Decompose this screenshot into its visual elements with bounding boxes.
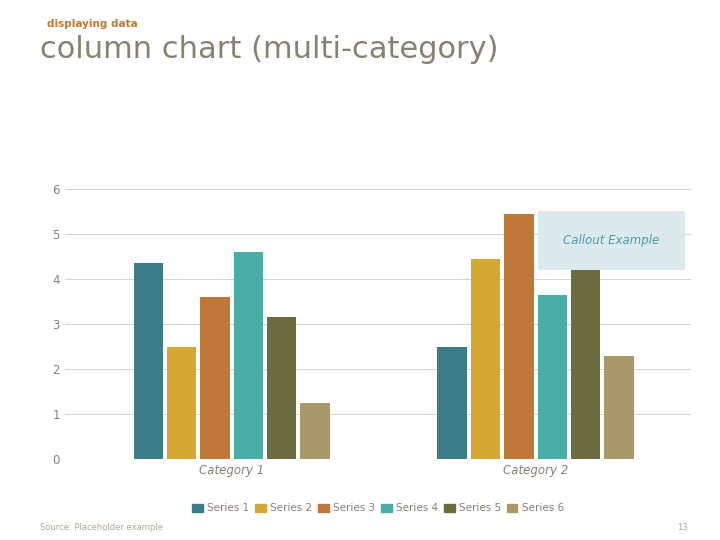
Bar: [471, 259, 500, 459]
Bar: [267, 317, 297, 459]
Bar: [571, 252, 600, 459]
Bar: [438, 347, 467, 459]
Bar: [604, 355, 634, 459]
Text: Callout Example: Callout Example: [563, 234, 660, 247]
Bar: [300, 403, 330, 459]
Text: column chart (multi-category): column chart (multi-category): [40, 35, 498, 64]
Bar: [200, 297, 230, 459]
FancyBboxPatch shape: [538, 211, 685, 270]
Bar: [538, 295, 567, 459]
Bar: [167, 347, 197, 459]
Text: displaying data: displaying data: [47, 19, 138, 29]
Bar: [233, 252, 263, 459]
Bar: [504, 214, 534, 459]
Bar: [133, 263, 163, 459]
Legend: Series 1, Series 2, Series 3, Series 4, Series 5, Series 6: Series 1, Series 2, Series 3, Series 4, …: [188, 500, 568, 518]
Text: Source: Placeholder example: Source: Placeholder example: [40, 523, 163, 532]
Text: 13: 13: [677, 523, 688, 532]
